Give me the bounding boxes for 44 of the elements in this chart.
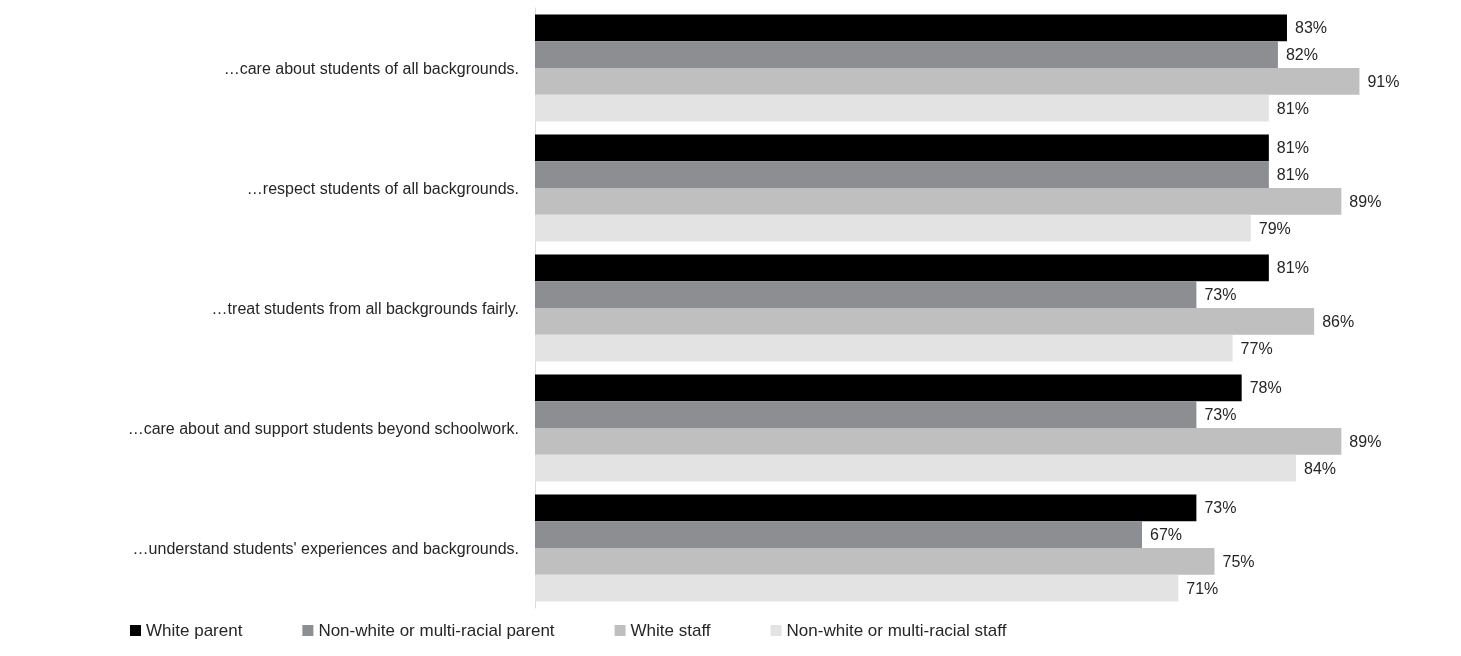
data-label: 73% [1204, 406, 1237, 424]
legend-label: White staff [630, 621, 711, 640]
data-label: 81% [1276, 166, 1309, 184]
bar [535, 188, 1342, 215]
data-label: 67% [1150, 526, 1183, 544]
y-tick-label: …care about and support students beyond schoolwork. [127, 419, 519, 437]
legend-label: Non-white or multi-racial staff [786, 621, 1007, 640]
bar [535, 401, 1197, 428]
y-tick-label: …treat students from all backgrounds fairly. [211, 299, 519, 317]
data-label: 77% [1240, 339, 1273, 357]
y-tick-label: …care about students of all backgrounds. [223, 59, 519, 77]
bar [535, 308, 1315, 335]
data-label: 81% [1276, 259, 1309, 277]
data-label: 81% [1276, 99, 1309, 117]
legend-label: Non-white or multi-racial parent [318, 621, 555, 640]
data-label: 78% [1249, 379, 1282, 397]
bar [535, 68, 1360, 95]
data-label: 75% [1222, 552, 1255, 570]
data-label: 86% [1322, 312, 1355, 330]
data-label: 82% [1285, 46, 1318, 64]
bar [535, 548, 1215, 575]
bar [535, 254, 1269, 282]
data-label: 89% [1349, 432, 1382, 450]
bar [535, 41, 1278, 68]
bar [535, 428, 1342, 455]
bar [535, 161, 1269, 188]
data-label: 89% [1349, 192, 1382, 210]
data-label: 73% [1204, 286, 1237, 304]
data-label: 81% [1276, 139, 1309, 157]
y-tick-label: …understand students' experiences and backgrounds. [132, 539, 519, 557]
data-label: 71% [1186, 579, 1219, 597]
bar [535, 14, 1287, 42]
data-label: 73% [1204, 499, 1237, 517]
data-label: 84% [1304, 459, 1337, 477]
y-tick-label: …respect students of all backgrounds. [246, 179, 519, 197]
bar [535, 134, 1269, 162]
legend-label: White parent [146, 621, 243, 640]
data-label: 79% [1258, 219, 1291, 237]
data-label: 83% [1294, 19, 1328, 37]
bar [535, 374, 1242, 402]
bar [535, 281, 1197, 308]
data-label: 91% [1367, 72, 1400, 90]
bar [535, 521, 1143, 548]
bar [535, 494, 1197, 522]
